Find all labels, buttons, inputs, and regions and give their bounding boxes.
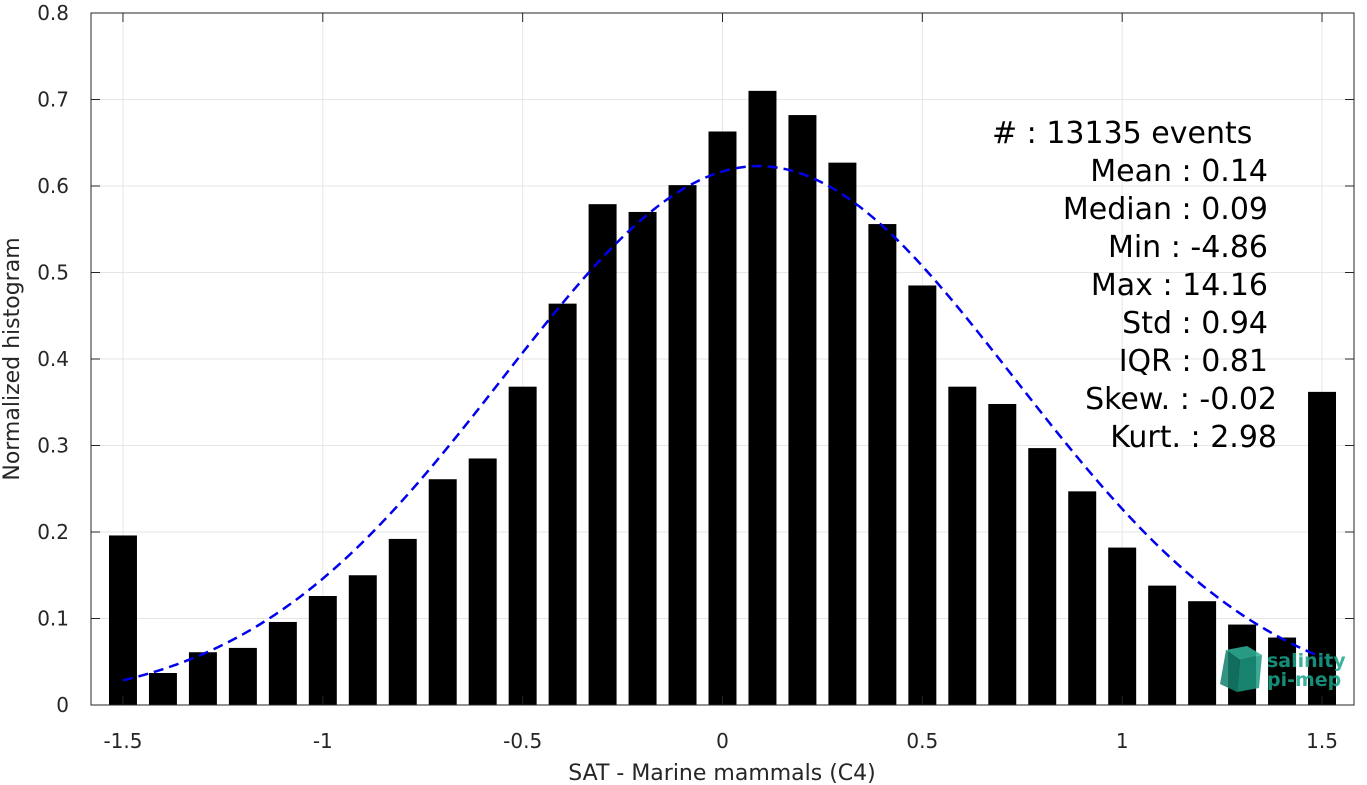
histogram-bar	[1188, 601, 1217, 705]
normal-fit-curve	[122, 164, 1323, 682]
histogram-bar	[1068, 491, 1097, 705]
logo-line2: pi-mep	[1267, 669, 1341, 691]
histogram-bar	[668, 185, 697, 705]
stat-std: Std : 0.94	[1122, 306, 1268, 341]
histogram-bar	[708, 131, 737, 705]
x-tick-label: -0.5	[503, 729, 542, 753]
histogram-bar	[108, 535, 137, 705]
y-tick-label: 0.2	[37, 520, 69, 544]
stat-skew: Skew. : -0.02	[1085, 382, 1277, 417]
histogram-bar	[228, 647, 257, 705]
histogram-bar	[988, 403, 1017, 705]
x-axis-label: SAT - Marine mammals (C4)	[568, 761, 876, 785]
y-tick-label: 0.3	[37, 434, 69, 458]
histogram-bar	[188, 652, 217, 705]
cube-logo-icon	[1220, 646, 1262, 692]
histogram-bar	[148, 672, 177, 705]
histogram-bar	[828, 162, 857, 705]
histogram-bars	[108, 90, 1337, 706]
stat-max: Max : 14.16	[1091, 268, 1268, 303]
histogram-bar	[948, 386, 977, 705]
histogram-bar	[348, 575, 377, 705]
stat-events: # : 13135 events	[992, 116, 1252, 151]
y-tick-label: 0.5	[37, 261, 69, 285]
stat-min: Min : -4.86	[1108, 230, 1268, 265]
x-tick-label: 1	[1116, 729, 1129, 753]
y-tick-label: 0.7	[37, 88, 69, 112]
stat-kurt: Kurt. : 2.98	[1110, 420, 1277, 455]
histogram-bar	[268, 621, 297, 705]
histogram-bar	[908, 285, 937, 705]
histogram-bar	[388, 538, 417, 705]
y-tick-label: 0.8	[37, 1, 69, 25]
y-tick-label: 0	[56, 693, 69, 717]
y-axis-ticks: 0 0.1 0.2 0.3 0.4 0.5 0.6 0.7 0.8	[37, 1, 1354, 717]
logo-line1: salinity	[1267, 650, 1346, 672]
histogram-bar	[548, 303, 577, 705]
x-tick-label: 0	[716, 729, 729, 753]
y-axis-label: Normalized histogram	[0, 237, 25, 480]
histogram-bar	[788, 115, 817, 705]
y-tick-label: 0.1	[37, 607, 69, 631]
y-tick-label: 0.6	[37, 174, 69, 198]
histogram-bar	[508, 386, 537, 705]
histogram-bar	[468, 458, 497, 705]
x-tick-label: -1	[313, 729, 333, 753]
histogram-bar	[1148, 585, 1177, 705]
histogram-bar	[628, 211, 657, 705]
histogram-bar	[1268, 637, 1297, 705]
stat-iqr: IQR : 0.81	[1119, 344, 1268, 379]
stats-annotation: # : 13135 events Mean : 0.14 Median : 0.…	[992, 116, 1277, 455]
salinity-pimep-logo: salinity pi-mep	[1220, 646, 1346, 692]
histogram-bar	[588, 204, 617, 706]
x-tick-label: -1.5	[103, 729, 142, 753]
x-tick-label: 0.5	[906, 729, 938, 753]
histogram-bar	[428, 479, 457, 705]
stat-mean: Mean : 0.14	[1090, 154, 1268, 189]
histogram-bar	[748, 90, 777, 706]
histogram-bar	[1108, 547, 1137, 705]
histogram-bar	[868, 224, 897, 705]
histogram-bar	[1028, 448, 1057, 705]
y-tick-label: 0.4	[37, 347, 69, 371]
x-tick-label: 1.5	[1306, 729, 1338, 753]
histogram-bar	[308, 596, 337, 705]
stat-median: Median : 0.09	[1063, 192, 1268, 227]
x-axis-ticks: -1.5 -1 -0.5 0 0.5 1 1.5	[103, 13, 1338, 753]
